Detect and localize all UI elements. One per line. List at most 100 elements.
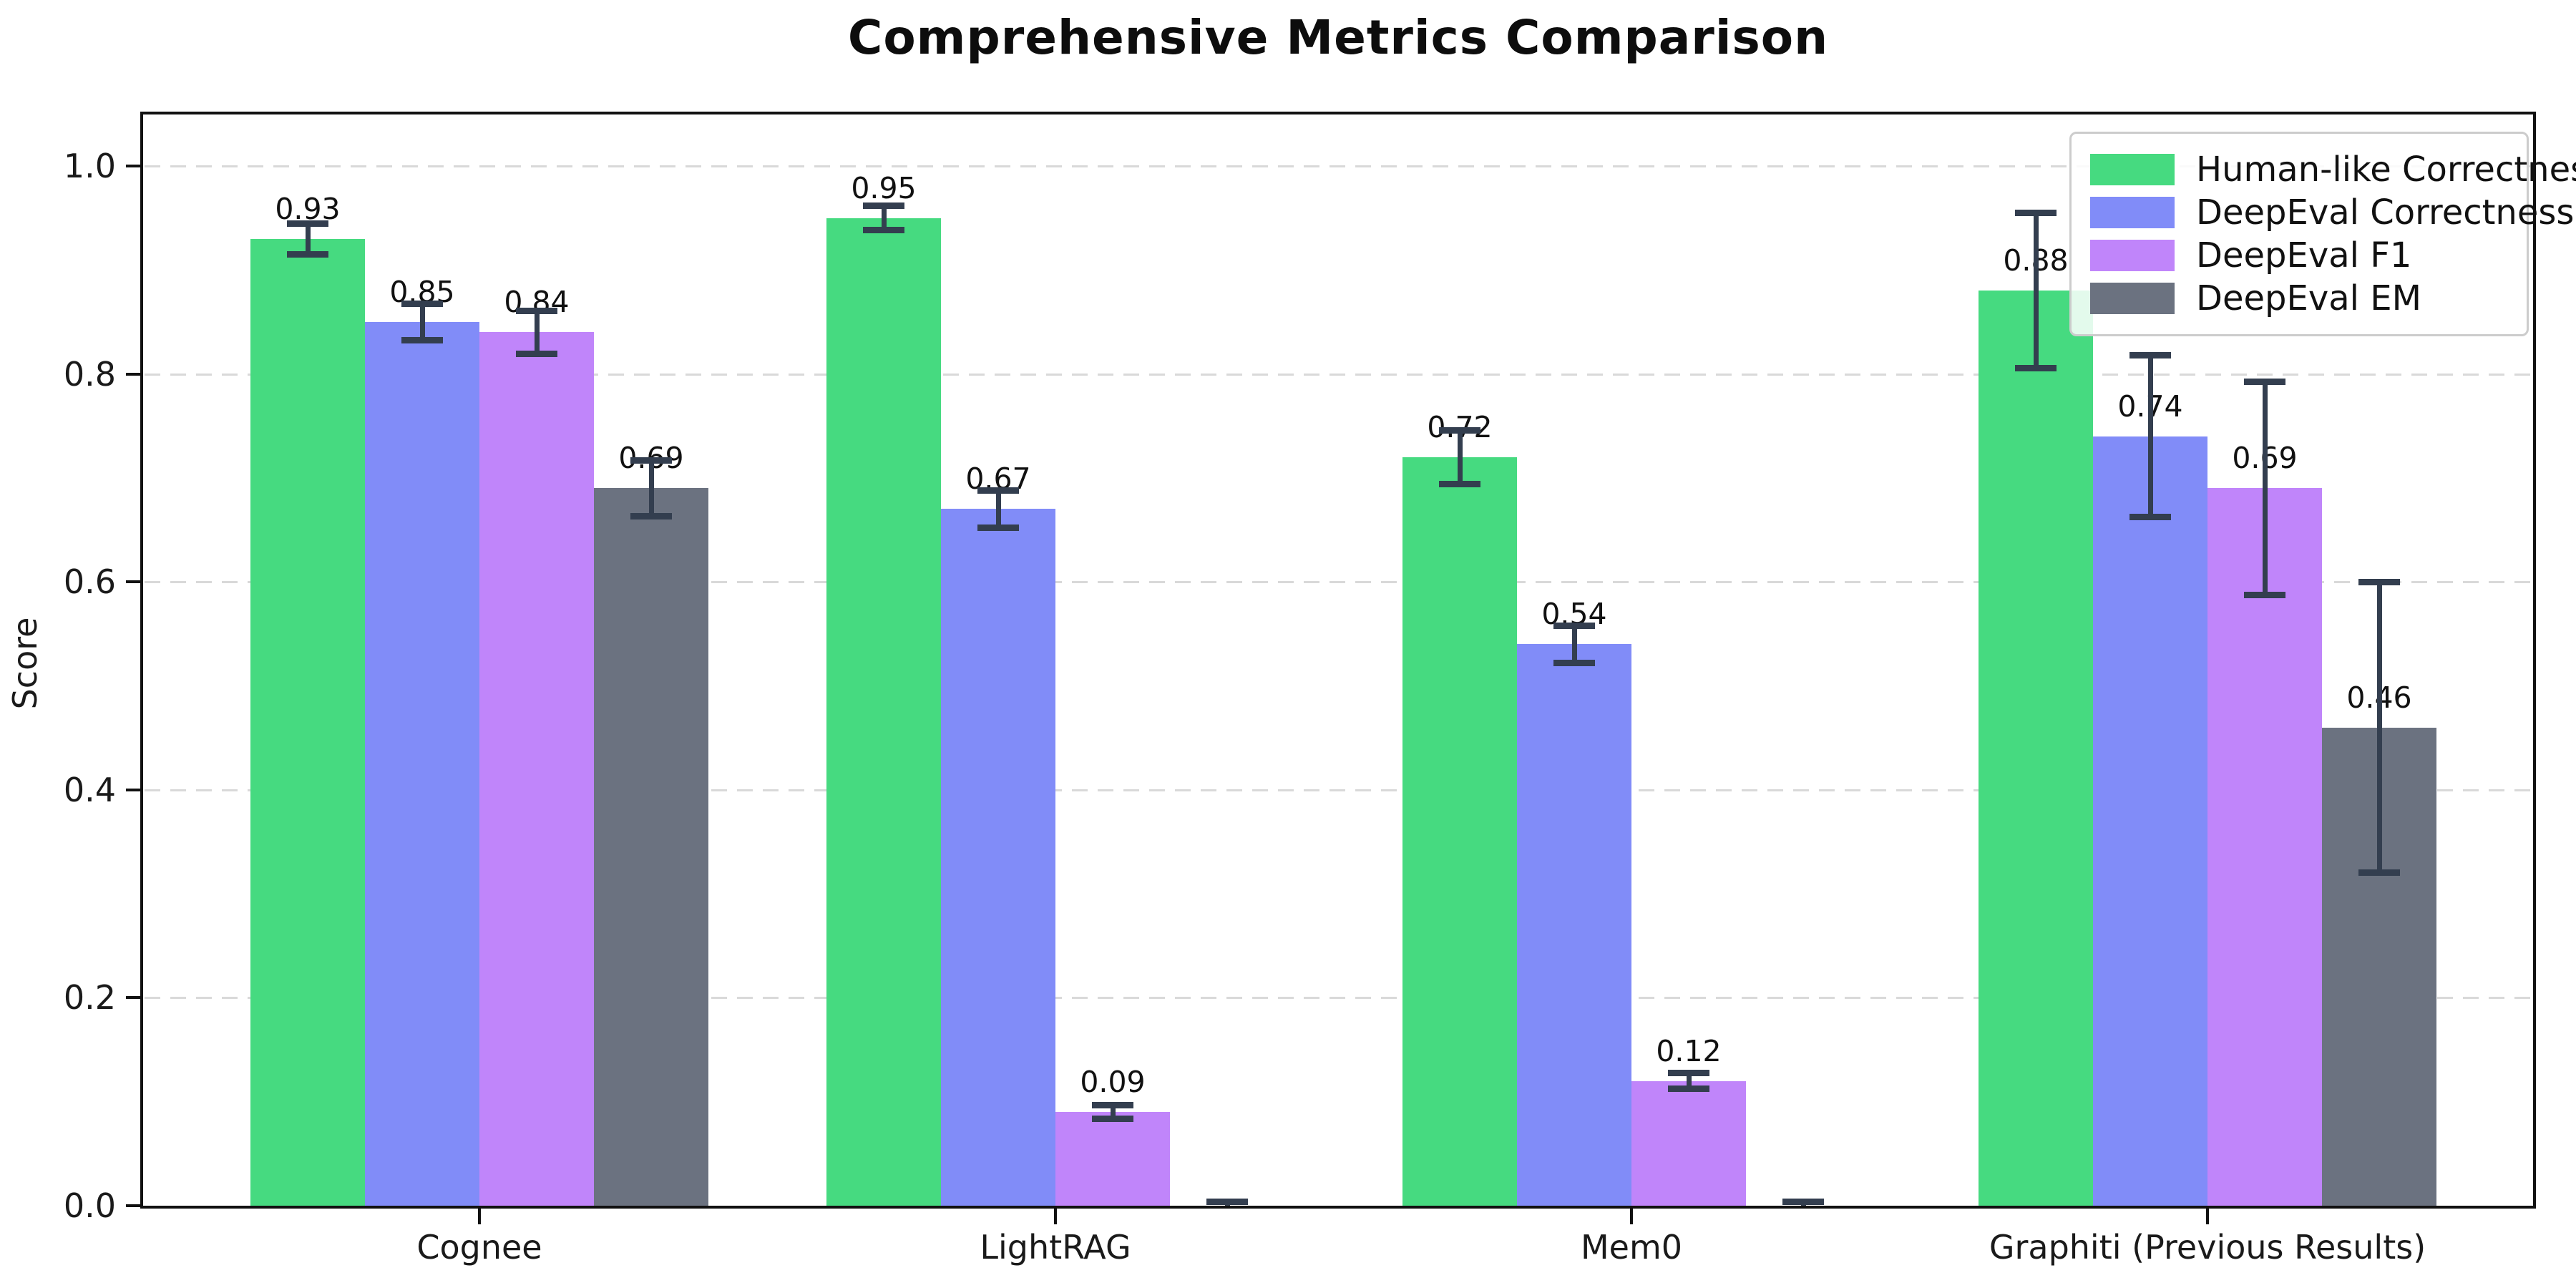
error-bar-cap-top: [401, 300, 443, 307]
error-bar-cap-top: [1782, 1199, 1824, 1206]
error-bar-line: [2148, 355, 2153, 518]
y-tick-mark: [126, 580, 142, 584]
y-tick-mark: [126, 788, 142, 791]
error-bar-cap-top: [1092, 1102, 1133, 1109]
error-bar-cap-top: [1553, 623, 1595, 630]
error-bar-cap-bottom: [2358, 869, 2400, 877]
bar-deepeval-f1-1: [1055, 1112, 1170, 1206]
error-bar-cap-top: [516, 307, 557, 314]
x-tick-label-3: Graphiti (Previous Results): [1989, 1228, 2426, 1267]
error-bar-line: [535, 310, 540, 354]
legend-row-3: DeepEval EM: [2090, 277, 2508, 320]
error-bar-line: [2034, 213, 2039, 369]
y-tick-mark: [126, 372, 142, 376]
bar-human-like-correctness-1: [826, 218, 941, 1206]
error-bar-cap-bottom: [401, 337, 443, 344]
legend: Human-like Correctness DeepEval Correctne…: [2069, 132, 2576, 336]
error-bar-cap-top: [2015, 210, 2057, 217]
error-bar-line: [996, 490, 1001, 528]
x-tick-mark: [1630, 1209, 1633, 1224]
error-bar-cap-top: [1668, 1070, 1709, 1077]
x-tick-mark: [2206, 1209, 2209, 1224]
y-tick-label: 0.0: [63, 1186, 116, 1225]
legend-row-2: DeepEval F1: [2090, 234, 2508, 277]
x-tick-label-0: Cognee: [416, 1228, 542, 1267]
error-bar-cap-bottom: [1092, 1116, 1133, 1123]
error-bar-line: [420, 303, 425, 341]
error-bar-line: [306, 223, 311, 255]
bar-value-label: 0.95: [851, 170, 917, 205]
legend-row-0: Human-like Correctness: [2090, 148, 2576, 191]
error-bar-cap-bottom: [1553, 659, 1595, 666]
y-tick-label: 0.4: [63, 770, 116, 809]
error-bar-cap-top: [2244, 378, 2285, 385]
error-bar-cap-bottom: [863, 227, 904, 234]
bar-deepeval-correctness-3: [2093, 436, 2207, 1206]
bar-deepeval-f1-0: [479, 332, 594, 1206]
legend-label: DeepEval EM: [2196, 278, 2421, 318]
bar-human-like-correctness-0: [250, 238, 365, 1206]
gridline-0.2: [145, 997, 2532, 1000]
error-bar-cap-top: [287, 220, 328, 227]
error-bar-cap-bottom: [1439, 480, 1480, 487]
error-bar-line: [2377, 582, 2382, 874]
x-tick-label-2: Mem0: [1580, 1228, 1683, 1267]
legend-row-1: DeepEval Correctness: [2090, 191, 2574, 234]
error-bar-cap-bottom: [977, 524, 1019, 531]
x-tick-mark: [1054, 1209, 1057, 1224]
axis-right-spine: [2533, 112, 2536, 1209]
y-tick-label: 0.6: [63, 562, 116, 602]
error-bar-cap-top: [977, 487, 1019, 494]
error-bar-line: [1572, 625, 1577, 663]
error-bar-line: [1687, 1073, 1692, 1090]
error-bar-cap-bottom: [1668, 1085, 1709, 1093]
error-bar-cap-top: [863, 203, 904, 210]
bar-value-label: 0.09: [1080, 1065, 1146, 1100]
y-tick-label: 0.8: [63, 354, 116, 394]
error-bar-cap-bottom: [2129, 514, 2171, 521]
error-bar-line: [1458, 430, 1463, 484]
bar-deepeval-em-0: [594, 488, 708, 1206]
bar-deepeval-f1-3: [2207, 488, 2322, 1206]
error-bar-cap-top: [630, 457, 672, 464]
error-bar-line: [882, 205, 887, 231]
error-bar-cap-bottom: [630, 512, 672, 519]
bar-deepeval-correctness-1: [941, 509, 1055, 1206]
y-tick-mark: [126, 996, 142, 1000]
axis-bottom-spine: [140, 1206, 2536, 1209]
error-bar-cap-bottom: [287, 250, 328, 258]
bar-deepeval-f1-2: [1631, 1080, 1746, 1206]
x-tick-mark: [478, 1209, 481, 1224]
error-bar-cap-bottom: [2244, 592, 2285, 599]
bar-deepeval-correctness-2: [1517, 644, 1631, 1206]
error-bar-line: [649, 460, 654, 517]
legend-label: Human-like Correctness: [2196, 150, 2576, 190]
bar-human-like-correctness-3: [1979, 291, 2093, 1206]
y-tick-mark: [126, 165, 142, 167]
legend-label: DeepEval Correctness: [2196, 192, 2575, 233]
legend-swatch-icon: [2090, 154, 2175, 185]
bar-deepeval-correctness-0: [365, 321, 479, 1206]
error-bar-cap-bottom: [2015, 365, 2057, 372]
bar-value-label: 0.93: [275, 191, 341, 226]
bar-value-label: 0.12: [1656, 1033, 1722, 1068]
error-bar-cap-bottom: [516, 350, 557, 357]
gridline-0.6: [145, 581, 2532, 584]
legend-swatch-icon: [2090, 240, 2175, 271]
bar-human-like-correctness-2: [1402, 457, 1517, 1206]
error-bar-line: [2263, 381, 2268, 596]
x-tick-label-1: LightRAG: [980, 1228, 1131, 1267]
error-bar-cap-top: [2129, 352, 2171, 359]
y-tick-label: 0.2: [63, 978, 116, 1018]
error-bar-cap-top: [1206, 1199, 1248, 1206]
axis-left-spine: [140, 112, 143, 1209]
legend-swatch-icon: [2090, 283, 2175, 314]
error-bar-line: [1111, 1105, 1116, 1120]
axis-top-spine: [140, 112, 2536, 114]
chart-title: Comprehensive Metrics Comparison: [847, 10, 1829, 65]
legend-label: DeepEval F1: [2196, 235, 2412, 275]
y-tick-label: 1.0: [63, 147, 116, 185]
error-bar-cap-top: [2358, 579, 2400, 586]
error-bar-cap-top: [1439, 427, 1480, 434]
